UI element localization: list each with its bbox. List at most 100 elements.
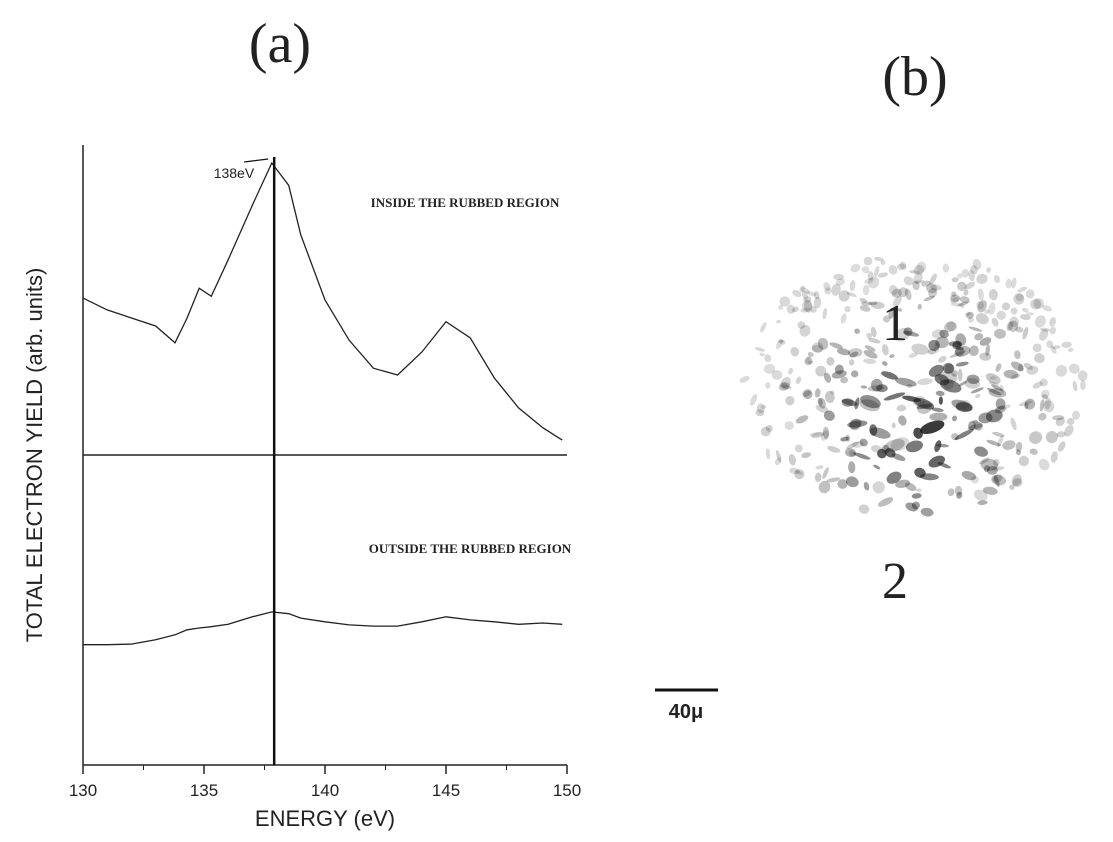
speck (802, 299, 813, 312)
speck (937, 371, 958, 384)
speck (972, 258, 982, 270)
speck (931, 407, 944, 412)
speck (788, 367, 793, 375)
speck (997, 435, 1004, 448)
speck (827, 446, 841, 453)
speck (952, 341, 961, 348)
speck (916, 400, 932, 414)
speck (800, 287, 811, 294)
speck (928, 287, 938, 298)
speck (963, 289, 969, 296)
speck (897, 287, 909, 298)
speck (938, 355, 947, 363)
speck (951, 370, 958, 377)
speck (759, 352, 765, 357)
speck (921, 280, 931, 287)
speck (786, 304, 796, 314)
speck (955, 402, 973, 413)
speck (883, 392, 906, 401)
speck (1041, 389, 1050, 398)
speck (972, 420, 978, 424)
speck (844, 448, 857, 458)
speck (1038, 458, 1050, 471)
speck (1055, 417, 1066, 427)
speck (891, 422, 896, 429)
speck (803, 390, 813, 399)
speck (950, 297, 960, 304)
speck (913, 427, 923, 439)
speck (933, 343, 940, 353)
speck (955, 361, 969, 367)
speck (1049, 326, 1057, 335)
speck (785, 396, 795, 406)
speck (1010, 361, 1024, 372)
speck (961, 470, 977, 481)
speck (1010, 307, 1018, 315)
speck (821, 430, 829, 441)
speck (818, 397, 826, 409)
speck (947, 488, 955, 497)
speck (935, 336, 949, 349)
speck (1009, 484, 1015, 490)
speck (1077, 370, 1088, 381)
speck (1067, 347, 1074, 353)
speck (977, 500, 988, 506)
speck (868, 337, 881, 344)
annotation: 138eV (214, 165, 255, 181)
speck (1002, 440, 1016, 450)
speck (836, 348, 851, 356)
speck (1015, 449, 1021, 456)
speck (986, 267, 991, 273)
speck (807, 351, 814, 357)
speck (863, 256, 873, 266)
speck (1056, 431, 1066, 438)
speck (1046, 340, 1054, 348)
scale-bar-label: 40μ (669, 701, 703, 723)
speck (896, 404, 907, 412)
speck (939, 379, 962, 393)
speck (861, 266, 870, 274)
speck (809, 432, 824, 437)
speck (873, 464, 881, 470)
speck (799, 285, 805, 293)
speck (848, 359, 855, 366)
speck (815, 465, 824, 470)
speck (840, 313, 847, 324)
speck (906, 384, 913, 388)
speck (955, 333, 967, 347)
speck (779, 381, 789, 390)
speck (975, 313, 989, 325)
speck (951, 415, 958, 422)
speck (850, 263, 861, 273)
speck (1009, 316, 1019, 327)
speck (1018, 400, 1033, 407)
speck (861, 301, 873, 306)
speck (849, 450, 856, 457)
speck (814, 388, 821, 398)
speck (811, 344, 824, 353)
speck (864, 345, 876, 352)
speck (911, 343, 929, 355)
speck (805, 355, 811, 364)
speck (1052, 415, 1065, 421)
speck (889, 354, 895, 358)
speck (971, 476, 979, 484)
speck (859, 399, 880, 412)
speck (810, 305, 817, 313)
speck (877, 272, 889, 278)
speck (894, 328, 910, 342)
speck (942, 362, 954, 374)
speck (794, 469, 805, 480)
speck (957, 368, 963, 382)
speck (867, 271, 874, 281)
speck (954, 429, 974, 440)
speck (829, 342, 843, 349)
speck (1003, 369, 1019, 379)
speck (917, 303, 922, 310)
speck (824, 390, 835, 404)
speck (822, 467, 829, 479)
speck (1034, 315, 1046, 328)
speck (992, 431, 1005, 437)
speck (823, 282, 831, 291)
speck (1043, 400, 1055, 413)
